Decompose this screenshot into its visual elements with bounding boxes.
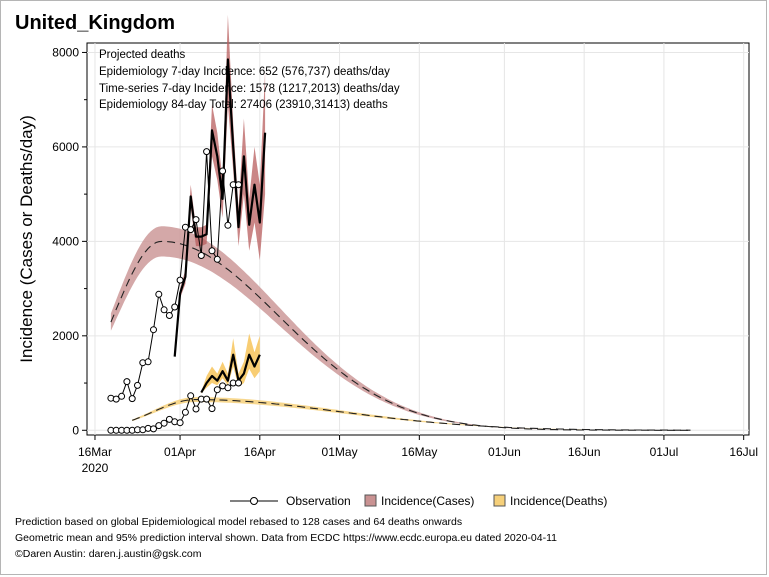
legend: Observation Incidence(Cases) Incidence(D… xyxy=(230,494,607,508)
footer-line-3: ©Daren Austin: daren.j.austin@gsk.com xyxy=(15,548,202,560)
observation-deaths-point xyxy=(235,379,242,387)
observation-deaths-point xyxy=(213,386,221,394)
timeseries-cases-line xyxy=(173,58,267,357)
x-tick-label: 01May xyxy=(322,445,358,459)
x-tick-sublabel: 2020 xyxy=(82,461,109,475)
y-tick-label: 8000 xyxy=(52,45,79,59)
annotation-line-3: Time-series 7-day Incidence: 1578 (1217,… xyxy=(99,83,400,95)
observation-cases-point xyxy=(219,167,227,175)
timeseries-deaths-line xyxy=(200,353,261,394)
observation-deaths-point xyxy=(224,384,232,392)
markers xyxy=(107,148,242,434)
observation-deaths-point xyxy=(192,405,200,413)
observation-cases-point xyxy=(192,216,200,224)
observation-cases-point xyxy=(160,306,168,314)
y-axis-label: Incidence (Cases or Deaths/day) xyxy=(17,115,36,363)
observation-cases-point xyxy=(150,326,157,334)
observation-cases-point xyxy=(128,395,136,403)
plot-area xyxy=(86,42,750,436)
observation-deaths-point xyxy=(208,405,216,413)
footer-line-2: Geometric mean and 95% prediction interv… xyxy=(15,532,558,544)
annotation-line-4: Epidemiology 84-day Total: 27406 (23910,… xyxy=(99,99,388,111)
deaths-model-band xyxy=(132,397,691,431)
x-tick-label: 01Jun xyxy=(488,445,521,459)
legend-deaths-label: Incidence(Deaths) xyxy=(510,494,607,508)
observation-deaths-point xyxy=(176,419,184,427)
x-tick-label: 16Jul xyxy=(729,445,758,459)
cases-model-line xyxy=(110,240,691,431)
observation-cases-point xyxy=(224,221,232,229)
y-axis-ticks: 0 2000 4000 6000 8000 xyxy=(52,45,87,437)
observation-cases-point xyxy=(203,148,211,156)
x-tick-label: 01Jul xyxy=(650,445,679,459)
observation-cases-point xyxy=(176,276,184,284)
observation-cases-point xyxy=(187,226,195,234)
y-tick-label: 6000 xyxy=(52,140,79,154)
observation-deaths-point xyxy=(181,408,189,416)
observation-cases-point xyxy=(171,303,179,311)
x-tick-label: 16Jun xyxy=(568,445,601,459)
observation-cases-point xyxy=(235,181,242,189)
y-tick-label: 2000 xyxy=(52,329,79,343)
observation-cases-point xyxy=(213,255,221,263)
y-tick-label: 0 xyxy=(72,423,79,437)
observation-deaths-point xyxy=(203,395,211,403)
observation-deaths-point xyxy=(160,419,168,427)
legend-deaths-swatch xyxy=(493,494,506,507)
legend-cases-label: Incidence(Cases) xyxy=(381,494,474,508)
annotation-line-2: Epidemiology 7-day Incidence: 652 (576,7… xyxy=(99,66,390,78)
observation-cases-point xyxy=(155,290,163,298)
legend-cases-swatch xyxy=(364,494,377,507)
observation-cases-point xyxy=(197,252,205,259)
cases-model-band xyxy=(110,226,691,431)
observation-cases-point xyxy=(112,395,120,403)
observation-cases-point xyxy=(118,392,126,400)
observation-cases-point xyxy=(144,358,152,366)
observation-cases-point xyxy=(165,312,173,319)
annotation-line-1: Projected deaths xyxy=(99,49,186,61)
x-tick-label: 16Apr xyxy=(244,445,276,459)
observation-cases-point xyxy=(134,381,141,389)
x-tick-label: 01Apr xyxy=(164,445,196,459)
x-axis-ticks: 16Mar 2020 01Apr 16Apr 01May 16May 01Jun 16Jun 0… xyxy=(78,435,758,475)
observation-cases-point xyxy=(208,247,216,255)
observation-cases-point xyxy=(123,378,131,386)
chart-title: United_Kingdom xyxy=(15,12,175,34)
observation-deaths-point xyxy=(150,425,157,433)
observation-deaths-point xyxy=(187,392,195,400)
x-tick-label: 16Mar xyxy=(78,445,112,459)
legend-observation-marker xyxy=(250,497,258,505)
annotation-box: Projected deaths Epidemiology 7-day Inci… xyxy=(99,49,400,111)
x-tick-label: 16May xyxy=(401,445,437,459)
y-tick-label: 4000 xyxy=(52,234,79,248)
footer-line-1: Prediction based on global Epidemiologic… xyxy=(15,516,463,528)
legend-observation-label: Observation xyxy=(286,494,351,508)
deaths-model-line xyxy=(132,399,691,431)
